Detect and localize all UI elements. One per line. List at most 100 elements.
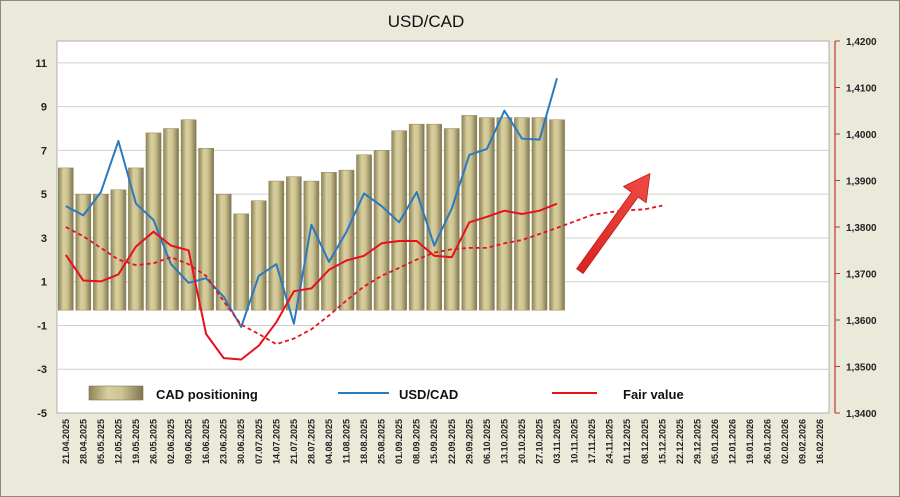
x-tick-label: 16.06.2025 — [201, 419, 211, 464]
positioning-bar — [128, 167, 144, 311]
x-tick-label: 18.08.2025 — [359, 419, 369, 464]
x-tick-label: 30.06.2025 — [236, 419, 246, 464]
positioning-bar — [303, 180, 320, 311]
right-tick-label: 1,3400 — [846, 409, 877, 420]
x-tick-label: 15.12.2025 — [657, 419, 667, 464]
x-tick-label: 11.08.2025 — [342, 419, 352, 464]
left-axis-ticks: 11 9 7 5 3 1 -1 -3 -5 — [35, 58, 47, 420]
right-tick-label: 1,3900 — [846, 177, 877, 188]
x-tick-label: 20.10.2025 — [517, 419, 527, 464]
left-tick-label: 5 — [41, 189, 47, 201]
right-tick-label: 1,4000 — [846, 130, 877, 141]
x-tick-label: 21.07.2025 — [289, 419, 299, 464]
x-tick-label: 08.12.2025 — [640, 419, 650, 464]
positioning-bar — [215, 193, 232, 311]
positioning-bar — [57, 167, 74, 311]
x-tick-label: 25.08.2025 — [377, 419, 387, 464]
x-tick-label: 03.11.2025 — [552, 419, 562, 464]
x-tick-label: 02.02.2026 — [780, 419, 790, 464]
positioning-bar — [408, 123, 425, 311]
x-tick-label: 01.09.2025 — [394, 419, 404, 464]
x-tick-label: 26.05.2025 — [149, 419, 159, 464]
usd-cad-line — [65, 77, 558, 328]
x-tick-label: 12.05.2025 — [113, 419, 123, 464]
positioning-bar — [93, 193, 109, 311]
legend-swatch-bar — [88, 385, 144, 401]
positioning-bar — [373, 150, 390, 311]
right-axis-ticks: 1,4200 1,4100 1,4000 1,3900 1,3800 1,3700 1,36… — [835, 37, 877, 420]
positioning-bar — [479, 117, 495, 311]
legend: CAD positioning USD/CAD Fair value — [88, 385, 684, 402]
legend-label-positioning: CAD positioning — [156, 387, 258, 402]
x-tick-label: 28.04.2025 — [78, 419, 88, 464]
trend-arrow-shape — [576, 173, 651, 274]
left-tick-label: -1 — [37, 320, 47, 332]
x-tick-label: 17.11.2025 — [587, 419, 597, 464]
positioning-bar — [321, 172, 337, 311]
right-tick-label: 1,3500 — [846, 363, 877, 374]
x-tick-label: 09.06.2025 — [184, 419, 194, 464]
x-tick-label: 09.02.2026 — [798, 419, 808, 464]
left-tick-label: -3 — [37, 364, 47, 376]
x-tick-label: 05.01.2026 — [710, 419, 720, 464]
x-tick-label: 22.12.2025 — [675, 419, 685, 464]
x-axis-ticks: 21.04.2025 28.04.2025 05.05.2025 12.05.2025… — [61, 419, 825, 464]
series-lines — [64, 77, 663, 361]
x-tick-label: 08.09.2025 — [412, 419, 422, 464]
positioning-bar — [163, 128, 179, 311]
left-tick-label: 9 — [41, 102, 47, 114]
x-tick-label: 15.09.2025 — [429, 419, 439, 464]
chart-title: USD/CAD — [388, 12, 465, 31]
positioning-bar — [443, 128, 460, 311]
positioning-bar — [180, 119, 197, 311]
x-tick-label: 12.01.2026 — [728, 419, 738, 464]
x-tick-label: 02.06.2025 — [166, 419, 176, 464]
x-tick-label: 16.02.2026 — [815, 419, 825, 464]
x-tick-label: 27.10.2025 — [535, 419, 545, 464]
trend-arrow — [576, 173, 651, 274]
x-tick-label: 24.11.2025 — [605, 419, 615, 464]
x-tick-label: 14.07.2025 — [271, 419, 281, 464]
positioning-bar — [233, 213, 250, 311]
right-tick-label: 1,3700 — [846, 270, 877, 281]
fair-value-line — [64, 202, 558, 361]
x-tick-label: 13.10.2025 — [499, 419, 509, 464]
right-tick-label: 1,4100 — [846, 84, 877, 95]
x-tick-label: 22.09.2025 — [447, 419, 457, 464]
x-tick-label: 23.06.2025 — [219, 419, 229, 464]
cad-positioning-bars — [57, 115, 565, 311]
x-tick-label: 19.05.2025 — [131, 419, 141, 464]
positioning-bar — [496, 117, 513, 311]
positioning-bar — [110, 189, 127, 311]
x-tick-label: 29.12.2025 — [692, 419, 702, 464]
x-tick-label: 10.11.2025 — [570, 419, 580, 464]
positioning-bar — [356, 154, 372, 311]
x-tick-label: 04.08.2025 — [324, 419, 334, 464]
positioning-bar — [549, 119, 565, 311]
x-tick-label: 06.10.2025 — [482, 419, 492, 464]
left-tick-label: 3 — [41, 233, 47, 245]
x-tick-label: 28.07.2025 — [306, 419, 316, 464]
positioning-bar — [461, 115, 478, 311]
right-tick-label: 1,3800 — [846, 223, 877, 234]
x-tick-label: 01.12.2025 — [622, 419, 632, 464]
left-tick-label: 7 — [41, 145, 47, 157]
x-tick-label: 26.01.2026 — [763, 419, 773, 464]
positioning-bar — [250, 200, 267, 311]
positioning-bar — [286, 176, 302, 311]
right-tick-label: 1,3600 — [846, 316, 877, 327]
left-tick-label: 1 — [41, 277, 47, 289]
legend-label-usdcad: USD/CAD — [399, 387, 458, 402]
x-tick-label: 07.07.2025 — [254, 419, 264, 464]
x-tick-label: 05.05.2025 — [96, 419, 106, 464]
left-tick-label: -5 — [37, 408, 47, 420]
legend-label-fair-value: Fair value — [623, 387, 684, 402]
left-tick-label: 11 — [35, 58, 47, 70]
positioning-bar — [426, 123, 443, 311]
positioning-bar — [338, 169, 355, 311]
x-tick-label: 19.01.2026 — [745, 419, 755, 464]
positioning-bar — [198, 147, 214, 311]
x-tick-label: 29.09.2025 — [464, 419, 474, 464]
